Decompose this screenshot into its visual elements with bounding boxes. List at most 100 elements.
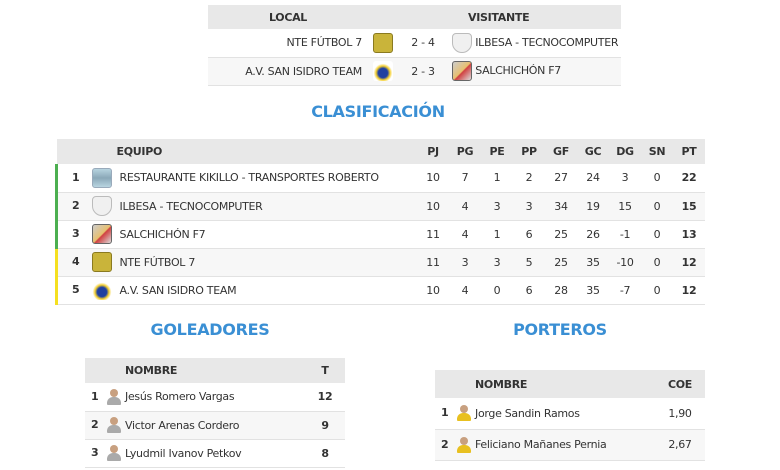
player-name[interactable]: Victor Arenas Cordero [125,411,305,440]
stat-cell: -1 [609,220,641,249]
points: 12 [673,248,705,277]
col-header: GC [577,139,609,164]
team-name[interactable]: NTE FÚTBOL 7 [116,248,417,277]
stat-cell: 11 [417,220,449,249]
scorers-name-header: NOMBRE [125,358,305,383]
match-score[interactable]: 2 - 3 [398,57,448,86]
local-team[interactable]: NTE FÚTBOL 7 [208,29,368,58]
stat-cell: 6 [513,220,545,249]
stat-cell: 1 [481,164,513,193]
stat-cell: 7 [449,164,481,193]
stat-cell: 27 [545,164,577,193]
stat-cell: 25 [545,248,577,277]
stat-cell: 0 [641,220,673,249]
stat-cell: 5 [513,248,545,277]
player-value: 12 [305,383,345,412]
position: 3 [91,446,99,459]
team-crest-icon [452,32,472,53]
scorers-title: GOLEADORES [150,320,270,339]
match-row[interactable]: A.V. SAN ISIDRO TEAM 2 - 3 SALCHICHÓN F7 [208,57,621,86]
position: 2 [91,418,99,431]
visitor-team[interactable]: ILBESA - TECNOCOMPUTER [475,35,619,49]
stat-cell: 11 [417,248,449,277]
standings-row[interactable]: 2 ILBESA - TECNOCOMPUTER 10 4 3 3 34 19 15 0 15 [55,192,705,221]
team-crest-icon [373,61,393,81]
stat-cell: -7 [609,276,641,305]
team-name[interactable]: SALCHICHÓN F7 [116,220,417,249]
team-name[interactable]: ILBESA - TECNOCOMPUTER [116,192,417,221]
position: 3 [72,227,80,240]
player-name[interactable]: Feliciano Mañanes Pernia [475,429,655,461]
team-name[interactable]: A.V. SAN ISIDRO TEAM [116,276,417,305]
team-crest-icon [92,252,112,272]
team-crest-icon [373,32,393,53]
team-name[interactable]: RESTAURANTE KIKILLO - TRANSPORTES ROBERT… [116,164,417,193]
player-name[interactable]: Jesús Romero Vargas [125,383,305,412]
stat-cell: 0 [481,276,513,305]
points: 15 [673,192,705,221]
stat-cell: 24 [577,164,609,193]
keepers-name-header: NOMBRE [475,370,655,398]
standings-row[interactable]: 3 SALCHICHÓN F7 11 4 1 6 25 26 -1 0 13 [55,220,705,249]
position: 4 [72,255,80,268]
match-row[interactable]: NTE FÚTBOL 7 2 - 4 ILBESA - TECNOCOMPUTE… [208,29,621,58]
stat-cell: 3 [481,248,513,277]
player-name[interactable]: Lyudmil Ivanov Petkov [125,439,305,468]
player-row[interactable]: 2 Feliciano Mañanes Pernia 2,67 [435,429,705,461]
team-crest-icon [92,196,112,216]
stat-cell: 25 [545,220,577,249]
stat-cell: 0 [641,248,673,277]
col-header: GF [545,139,577,164]
stat-cell: 26 [577,220,609,249]
stat-cell: 35 [577,248,609,277]
player-row[interactable]: 2 Victor Arenas Cordero 9 [85,411,345,440]
local-team[interactable]: A.V. SAN ISIDRO TEAM [208,57,368,86]
player-value: 1,90 [655,398,705,430]
team-crest-icon [452,61,472,81]
local-header: LOCAL [208,5,368,29]
visitor-header: VISITANTE [448,5,621,29]
player-row[interactable]: 1 Jorge Sandin Ramos 1,90 [435,398,705,430]
stat-cell: 10 [417,276,449,305]
standings-row[interactable]: 5 A.V. SAN ISIDRO TEAM 10 4 0 6 28 35 -7 0 12 [55,276,705,305]
standings-title: CLASIFICACIÓN [311,102,445,121]
team-crest-icon [92,167,112,188]
stat-cell: 10 [417,192,449,221]
player-name[interactable]: Jorge Sandin Ramos [475,398,655,430]
position: 2 [72,199,80,212]
player-row[interactable]: 3 Lyudmil Ivanov Petkov 8 [85,439,345,468]
standings-row[interactable]: 4 NTE FÚTBOL 7 11 3 3 5 25 35 -10 0 12 [55,248,705,277]
keepers-coe-header: COE [655,370,705,398]
col-header: PP [513,139,545,164]
scorers-goals-header: T [305,358,345,383]
stat-cell: 0 [641,164,673,193]
standings-row[interactable]: 1 RESTAURANTE KIKILLO - TRANSPORTES ROBE… [55,164,705,193]
stat-cell: 4 [449,276,481,305]
player-value: 2,67 [655,429,705,461]
stat-cell: 19 [577,192,609,221]
stat-cell: 15 [609,192,641,221]
col-header: PJ [417,139,449,164]
match-score[interactable]: 2 - 4 [398,29,448,58]
stat-cell: 4 [449,192,481,221]
player-icon [457,436,471,453]
standings-table: EQUIPO PJ PG PE PP GF GC DG SN PT 1 RESTAURANTE K… [55,139,705,305]
player-row[interactable]: 1 Jesús Romero Vargas 12 [85,383,345,412]
stat-cell: -10 [609,248,641,277]
stat-cell: 3 [449,248,481,277]
points: 22 [673,164,705,193]
points: 13 [673,220,705,249]
stat-cell: 28 [545,276,577,305]
position: 1 [91,389,99,403]
stat-cell: 6 [513,276,545,305]
visitor-team[interactable]: SALCHICHÓN F7 [475,64,562,77]
team-crest-icon [92,224,112,244]
player-icon [107,417,121,433]
stat-cell: 34 [545,192,577,221]
player-icon [107,445,121,461]
stat-cell: 1 [481,220,513,249]
team-crest-icon [92,280,112,300]
stat-cell: 10 [417,164,449,193]
position: 5 [72,283,80,296]
col-header: PG [449,139,481,164]
